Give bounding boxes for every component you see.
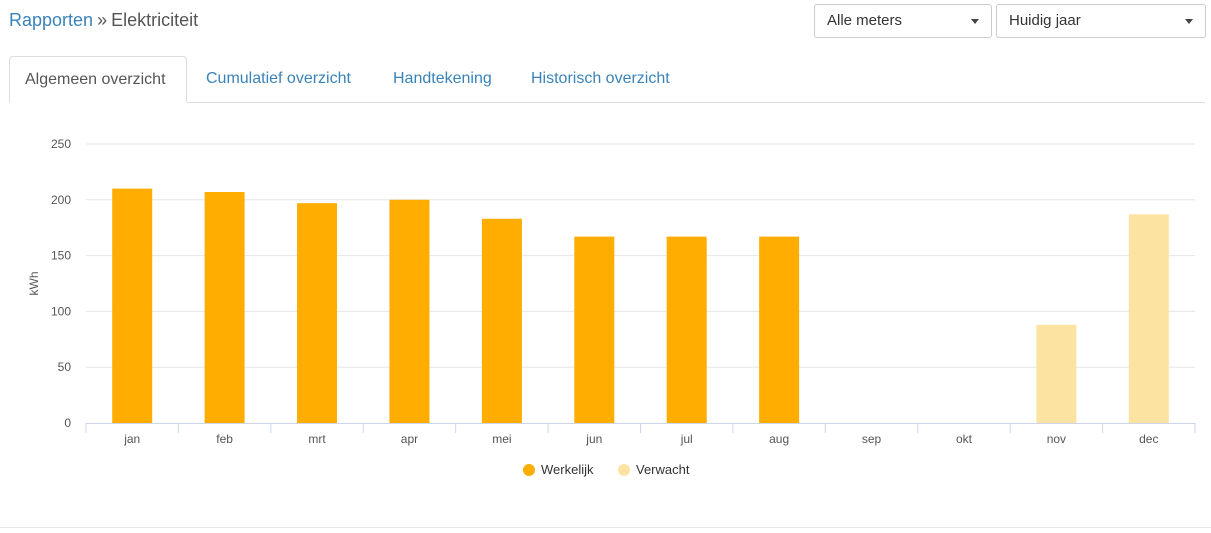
caret-down-icon: [971, 19, 979, 24]
breadcrumb-link-reports[interactable]: Rapporten: [9, 10, 94, 30]
bar-werkelijk-mrt[interactable]: [297, 203, 338, 423]
x-tick-label: jul: [680, 432, 693, 446]
tab-historical-overview[interactable]: Historisch overzicht: [531, 70, 670, 87]
tab-general-overview[interactable]: Algemeen overzicht: [9, 56, 187, 103]
caret-down-icon: [1185, 19, 1193, 24]
y-tick-label: 50: [58, 360, 72, 374]
bar-werkelijk-jun[interactable]: [574, 236, 615, 423]
x-tick-label: feb: [216, 432, 233, 446]
x-tick-label: mei: [492, 432, 511, 446]
tab-signature[interactable]: Handtekening: [393, 70, 492, 87]
bar-werkelijk-mei[interactable]: [481, 218, 522, 423]
y-tick-label: 0: [64, 416, 71, 430]
legend-marker-verwacht[interactable]: [618, 464, 630, 476]
meters-select-value: Alle meters: [827, 12, 903, 29]
bar-werkelijk-feb[interactable]: [204, 191, 245, 423]
y-tick-label: 100: [51, 304, 71, 318]
period-select-value: Huidig jaar: [1009, 12, 1081, 29]
meters-select[interactable]: Alle meters: [814, 4, 992, 38]
bar-verwacht-nov[interactable]: [1036, 324, 1077, 423]
legend-marker-werkelijk[interactable]: [523, 464, 535, 476]
x-tick-label: okt: [956, 432, 973, 446]
x-tick-label: apr: [401, 432, 418, 446]
bar-werkelijk-apr[interactable]: [389, 199, 430, 423]
x-tick-label: dec: [1139, 432, 1158, 446]
y-tick-label: 250: [51, 137, 71, 151]
breadcrumb-current: Elektriciteit: [111, 10, 199, 30]
tab-cumulative-overview[interactable]: Cumulatief overzicht: [206, 70, 351, 87]
breadcrumb: Rapporten» Elektriciteit: [9, 8, 198, 32]
legend-label-verwacht[interactable]: Verwacht: [636, 462, 690, 477]
x-tick-label: mrt: [308, 432, 326, 446]
bar-werkelijk-jul[interactable]: [666, 236, 707, 423]
y-axis-title: kWh: [27, 272, 41, 296]
legend-label-werkelijk[interactable]: Werkelijk: [541, 462, 594, 477]
x-tick-label: nov: [1047, 432, 1066, 446]
y-tick-label: 150: [51, 249, 71, 263]
breadcrumb-separator: »: [97, 10, 108, 30]
x-tick-label: jan: [123, 432, 140, 446]
electricity-bar-chart: 0 50 100 150 200 250 kWh jan feb mrt apr mei jun jul a…: [27, 137, 1196, 477]
period-select[interactable]: Huidig jaar: [996, 4, 1206, 38]
bar-verwacht-dec[interactable]: [1128, 214, 1169, 423]
x-tick-label: aug: [769, 432, 789, 446]
x-tick-label: sep: [862, 432, 882, 446]
divider: [0, 527, 1211, 528]
tab-bar: Algemeen overzicht Cumulatief overzicht …: [9, 56, 1205, 103]
x-tick-label: jun: [585, 432, 602, 446]
y-tick-label: 200: [51, 193, 71, 207]
bar-werkelijk-jan[interactable]: [112, 188, 153, 423]
bar-werkelijk-aug[interactable]: [759, 236, 800, 423]
